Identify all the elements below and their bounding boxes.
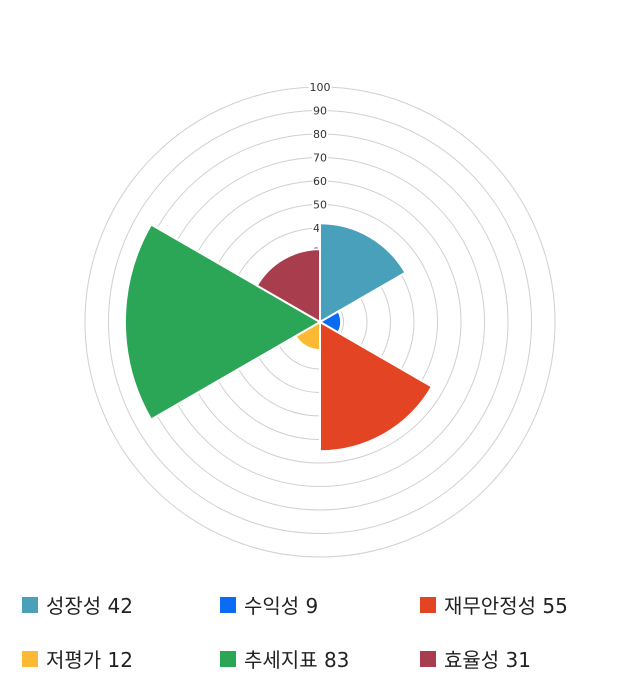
legend-item-undervalued[interactable]: 저평가 12 <box>22 644 133 673</box>
legend-label: 재무안정성 55 <box>444 594 568 618</box>
legend-label: 저평가 12 <box>46 648 134 672</box>
tick-label: 60 <box>313 175 327 188</box>
legend-item-profitability[interactable]: 수익성 9 <box>220 590 318 619</box>
legend-label: 추세지표 83 <box>244 648 350 672</box>
tick-label: 100 <box>310 81 331 94</box>
segment-재무안정성 <box>319 320 434 453</box>
legend-swatch <box>22 596 38 613</box>
legend-item-efficiency[interactable]: 효율성 31 <box>420 644 531 673</box>
tick-label-bg <box>312 104 328 118</box>
legend-item-growth[interactable]: 성장성 42 <box>22 590 133 619</box>
legend-label: 효율성 31 <box>444 648 532 672</box>
legend-swatch <box>22 650 38 667</box>
legend-swatch <box>420 596 436 613</box>
segment-추세지표 <box>123 223 322 421</box>
tick-label: 90 <box>313 105 327 118</box>
legend-item-trend[interactable]: 추세지표 83 <box>220 644 349 673</box>
tick-label: 70 <box>313 152 327 165</box>
legend-swatch <box>220 650 236 667</box>
legend-swatch <box>420 650 436 667</box>
segment-효율성 <box>255 248 321 324</box>
tick-label-bg <box>312 128 328 141</box>
tick-label-bg <box>312 198 328 212</box>
tick-label-bg <box>312 151 328 165</box>
legend-swatch <box>220 596 236 613</box>
legend-label: 수익성 9 <box>244 594 319 618</box>
tick-label-bg <box>308 81 332 94</box>
legend-item-stability[interactable]: 재무안정성 55 <box>420 590 568 619</box>
tick-label: 50 <box>313 199 327 212</box>
legend-label: 성장성 42 <box>46 594 134 618</box>
segment-성장성 <box>319 222 407 324</box>
polar-area-chart: 102030405060708090100 <box>84 81 556 558</box>
tick-label: 80 <box>313 128 327 141</box>
tick-label-bg <box>312 175 328 188</box>
